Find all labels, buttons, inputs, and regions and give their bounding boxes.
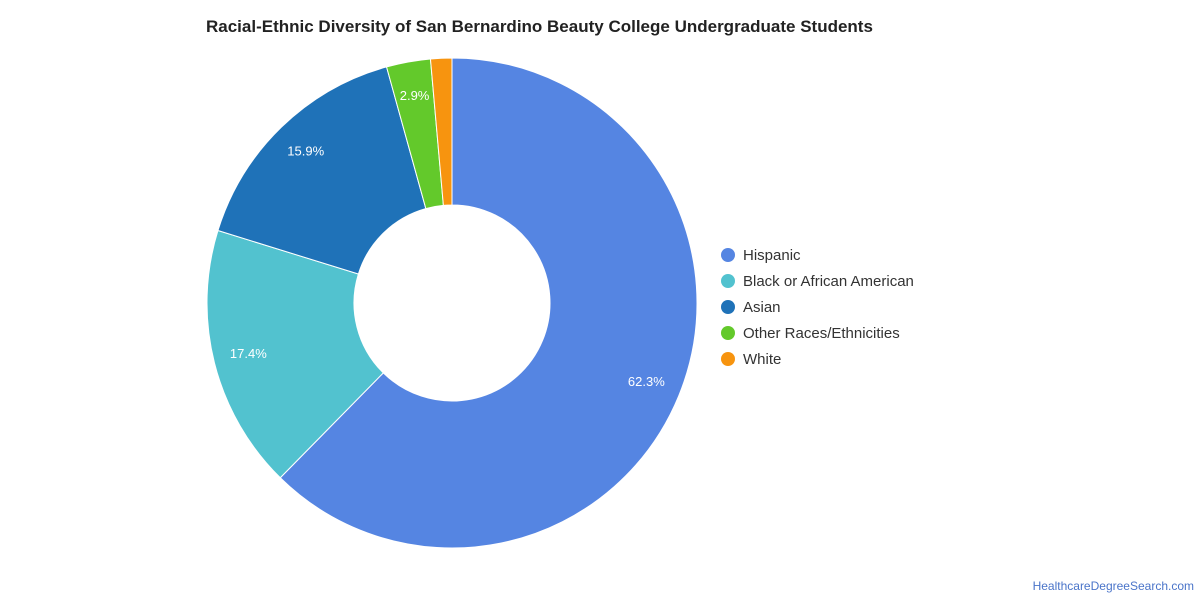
legend-label: Hispanic — [743, 246, 801, 264]
legend-swatch — [721, 352, 735, 366]
slice-hispanic[interactable] — [279, 57, 698, 549]
chart-title: Racial-Ethnic Diversity of San Bernardin… — [206, 17, 873, 36]
legend-label: Other Races/Ethnicities — [743, 324, 900, 342]
legend: Hispanic Black or African American Asian Ot… — [721, 242, 914, 372]
slice-white[interactable] — [429, 57, 453, 206]
slice-black-or-african-american[interactable] — [206, 229, 385, 479]
slice-asian[interactable] — [217, 66, 427, 275]
legend-item-asian[interactable]: Asian — [721, 294, 914, 320]
legend-swatch — [721, 326, 735, 340]
legend-item-other-races-ethnicities[interactable]: Other Races/Ethnicities — [721, 320, 914, 346]
legend-label: Asian — [743, 298, 781, 316]
legend-swatch — [721, 300, 735, 314]
legend-label: Black or African American — [743, 272, 914, 290]
slice-label-hispanic: 62.3% — [628, 374, 665, 389]
slice-label-asian: 15.9% — [287, 144, 324, 159]
donut-slices — [206, 57, 698, 549]
legend-item-black-or-african-american[interactable]: Black or African American — [721, 268, 914, 294]
slice-label-other-races-ethnicities: 2.9% — [400, 88, 430, 103]
legend-item-hispanic[interactable]: Hispanic — [721, 242, 914, 268]
legend-swatch — [721, 248, 735, 262]
slice-label-black-or-african-american: 17.4% — [230, 346, 267, 361]
slice-labels: 62.3% 17.4% 15.9% 2.9% — [230, 88, 665, 389]
legend-item-white[interactable]: White — [721, 346, 914, 372]
legend-swatch — [721, 274, 735, 288]
source-credit[interactable]: HealthcareDegreeSearch.com — [1032, 579, 1194, 593]
legend-label: White — [743, 350, 782, 368]
